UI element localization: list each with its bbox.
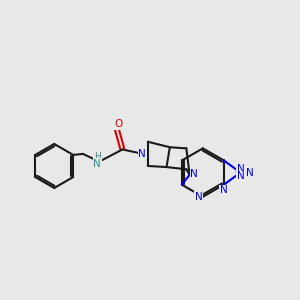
Text: N: N — [237, 171, 244, 181]
Text: N: N — [237, 164, 244, 174]
Text: N: N — [190, 169, 198, 179]
Text: O: O — [114, 119, 122, 129]
Text: N: N — [195, 192, 202, 202]
Text: N: N — [220, 185, 228, 195]
Text: N: N — [138, 149, 146, 159]
Text: H: H — [94, 152, 101, 160]
Text: N: N — [246, 168, 253, 178]
Text: N: N — [93, 159, 101, 169]
